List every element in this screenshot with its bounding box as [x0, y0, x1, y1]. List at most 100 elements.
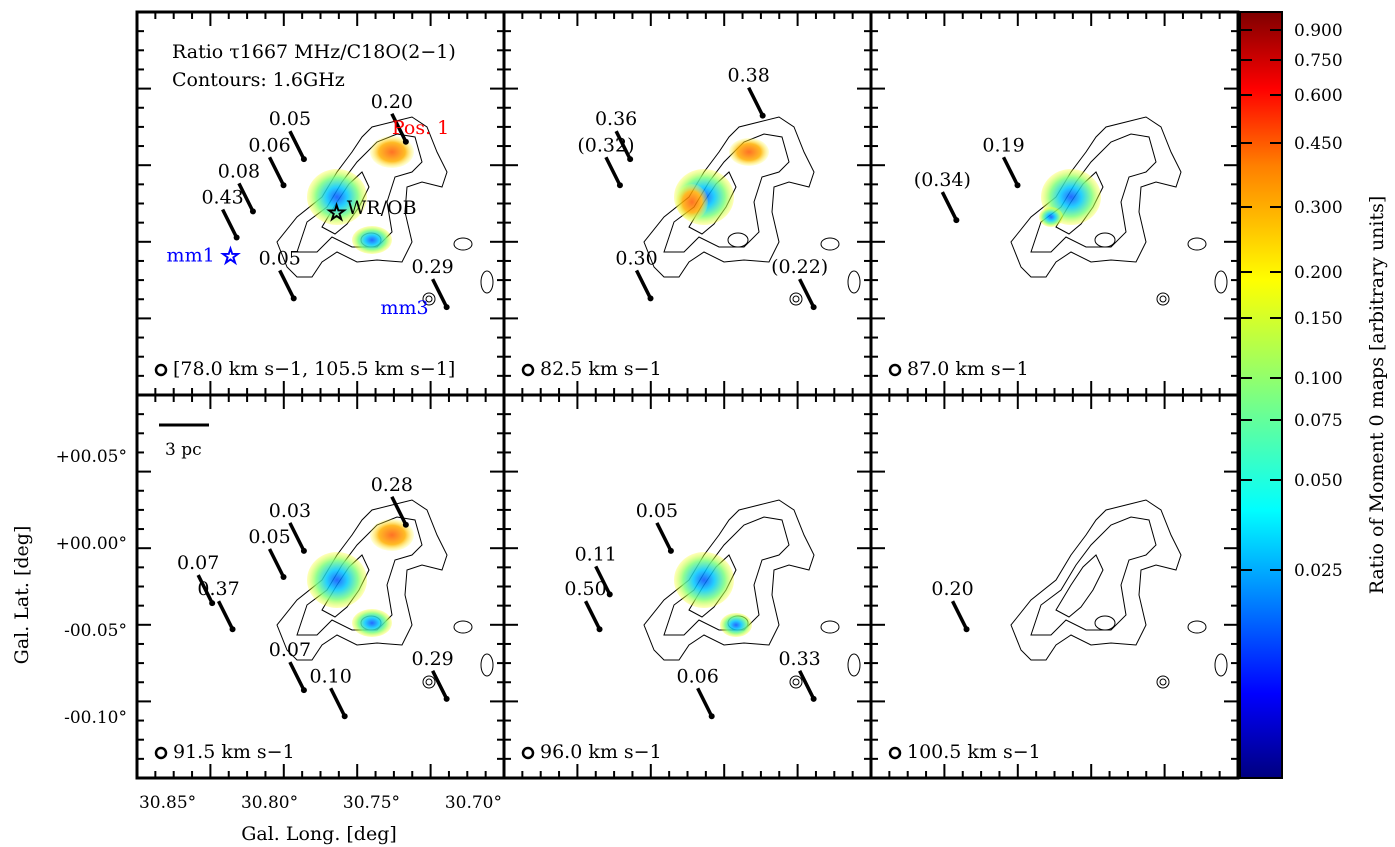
- leader-line: [604, 156, 622, 187]
- value-label: 0.37: [197, 578, 239, 600]
- value-annotation: 0.37: [197, 578, 240, 633]
- velocity-label: 82.5 km s−1: [540, 358, 662, 380]
- value-annotation: 0.05: [269, 108, 311, 163]
- value-annotation: 0.43: [201, 187, 244, 241]
- contour-blob-edge: [847, 270, 861, 294]
- ratio-emission: [1039, 169, 1101, 227]
- contour-blob-east: [820, 237, 840, 251]
- contour-mm3-inner: [1159, 295, 1167, 303]
- marker-label-mm1: mm1: [167, 245, 215, 267]
- leader-line: [237, 182, 255, 213]
- contour-mm3: [422, 675, 436, 689]
- colorbar: [1239, 11, 1283, 779]
- panel-5: 96.0 km s−1 0.05 0.11 0.50 0.06 0.33: [502, 393, 873, 780]
- ticks: [137, 12, 504, 395]
- colorbar-ticks: 0.900 0.750 0.600 0.450 0.300 0.200 0.150 0.100…: [1240, 21, 1343, 581]
- y-axis-label: Gal. Lat. [deg]: [11, 526, 33, 665]
- ticks: [504, 395, 871, 778]
- contour-core: [1094, 232, 1116, 248]
- colorbar-label: Ratio of Moment 0 maps [arbitrary units]: [1366, 196, 1388, 595]
- value-annotation: 0.30: [615, 247, 658, 302]
- value-annotation: 0.28: [371, 474, 413, 528]
- value-annotation: 0.38: [728, 65, 770, 119]
- emission-blob: [307, 552, 367, 608]
- emission-blob: [352, 609, 392, 637]
- contour-mm3-inner: [425, 295, 433, 303]
- x-tick-label: 30.70°: [445, 793, 502, 813]
- value-label: 0.03: [269, 500, 311, 522]
- value-label: 0.05: [248, 526, 290, 548]
- leader-dot: [290, 295, 297, 302]
- contour-mm3-inner: [792, 295, 800, 303]
- leader-line: [390, 112, 408, 143]
- value-annotation: 0.29: [411, 256, 454, 311]
- value-label: 0.38: [728, 65, 770, 87]
- value-label: 0.19: [982, 134, 1024, 156]
- value-label: 0.20: [371, 91, 413, 113]
- y-tick-label: +00.05°: [56, 447, 127, 467]
- leader-dot: [233, 234, 240, 241]
- leader-line: [634, 269, 653, 300]
- value-annotation: (0.22): [771, 256, 828, 311]
- colorbar-tick-label: 0.025: [1294, 561, 1343, 581]
- leader-line: [196, 574, 214, 604]
- leader-dot: [402, 138, 409, 145]
- leader-line: [940, 191, 958, 221]
- beam-marker: [154, 746, 168, 760]
- colorbar-tick-label: 0.200: [1294, 263, 1343, 283]
- y-tick-label: -00.10°: [64, 708, 127, 728]
- marker-label-wrob: WR/OB: [347, 197, 417, 219]
- colorbar-tick-label: 0.075: [1294, 411, 1343, 431]
- value-annotation: 0.03: [269, 500, 311, 554]
- leader-line: [288, 661, 306, 691]
- chart-subtitle: Contours: 1.6GHz: [172, 69, 345, 91]
- emission-blob: [1039, 207, 1063, 227]
- beam-marker: [521, 746, 535, 760]
- panel-2: 82.5 km s−1 0.38 0.36 (0.32) 0.30 (0.22): [502, 10, 873, 397]
- value-annotation: 0.20: [371, 91, 413, 145]
- value-label: 0.06: [248, 134, 290, 156]
- value-label: 0.28: [371, 474, 413, 496]
- colorbar-tick-label: 0.600: [1294, 86, 1343, 106]
- value-label: 0.36: [595, 108, 637, 130]
- value-label: 0.30: [615, 247, 657, 269]
- value-annotation: (0.32): [577, 134, 635, 189]
- emission-blob: [307, 169, 367, 225]
- ratio-emission: [307, 136, 414, 254]
- leader-dot: [1014, 182, 1021, 189]
- contour-blob-east: [453, 237, 473, 251]
- colorbar-tick-label: 0.300: [1294, 198, 1343, 218]
- emission-blob: [729, 138, 769, 166]
- leader-dot: [443, 304, 450, 311]
- value-label: 0.07: [177, 552, 219, 574]
- contour-blob-edge: [847, 653, 861, 677]
- contours: [643, 499, 861, 689]
- leader-dot: [300, 156, 307, 163]
- leader-dot: [963, 626, 970, 633]
- x-tick-label: 30.75°: [343, 793, 400, 813]
- leader-dot: [249, 208, 256, 215]
- scale-bar-label: 3 pc: [165, 440, 202, 460]
- value-annotation: 0.06: [677, 665, 719, 720]
- ratio-emission: [674, 552, 752, 637]
- contour-mm3: [789, 292, 803, 306]
- velocity-label: 91.5 km s−1: [173, 741, 295, 763]
- x-axis-label: Gal. Long. [deg]: [241, 823, 397, 845]
- value-label: 0.33: [778, 648, 820, 670]
- contour-inner: [1055, 554, 1104, 618]
- contour-core: [1094, 615, 1116, 631]
- contour-blob-edge: [1214, 270, 1228, 294]
- chart-title: Ratio τ1667 MHz/C18O(2−1): [172, 41, 456, 63]
- star-marker-icon: ☆: [327, 201, 347, 226]
- beam-marker: [888, 746, 902, 760]
- value-label: 0.43: [201, 187, 243, 209]
- contour-blob-edge: [480, 653, 494, 677]
- value-label: 0.29: [411, 648, 453, 670]
- marker-label-mm3: mm3: [380, 297, 428, 319]
- emission-blob: [370, 519, 414, 551]
- leader-dot: [606, 591, 613, 598]
- value-annotation: 0.20: [931, 578, 974, 633]
- leader-dot: [402, 521, 409, 528]
- leader-line: [329, 687, 347, 718]
- contour-outer: [1010, 116, 1182, 278]
